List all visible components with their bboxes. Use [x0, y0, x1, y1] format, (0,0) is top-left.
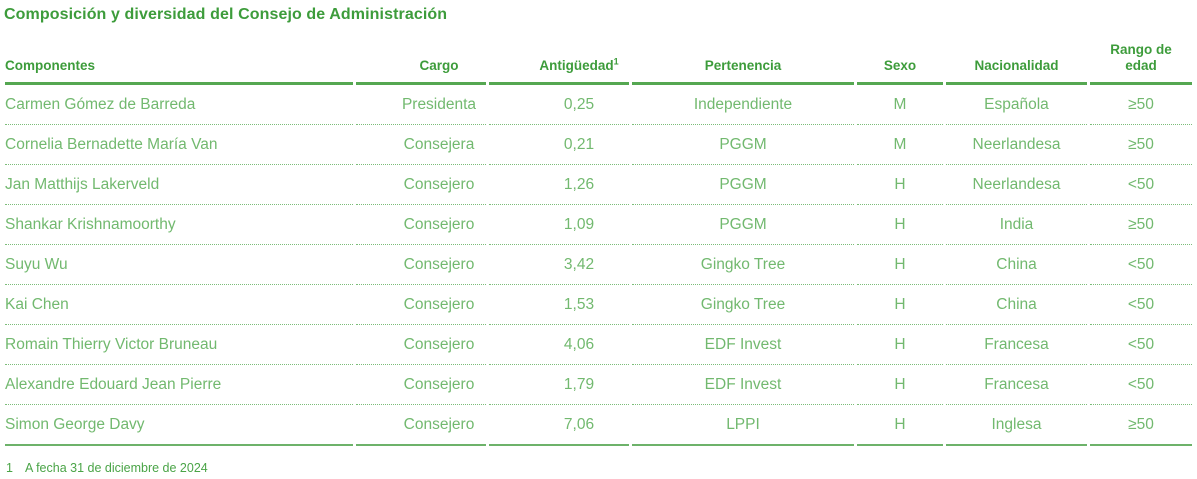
cell-cargo: Consejera	[356, 125, 486, 165]
footnote-text: A fecha 31 de diciembre de 2024	[24, 461, 208, 475]
column-header-antiguedad: Antigüedad1	[489, 36, 629, 85]
page-title: Composición y diversidad del Consejo de …	[4, 6, 448, 23]
cell-sexo: M	[857, 125, 943, 165]
column-header-rango-edad: Rango de edad	[1090, 36, 1192, 85]
cell-rango-edad: <50	[1090, 325, 1192, 365]
cell-pertenencia: EDF Invest	[632, 325, 854, 365]
cell-rango-edad: <50	[1090, 365, 1192, 405]
cell-sexo: H	[857, 325, 943, 365]
cell-rango-edad: ≥50	[1090, 205, 1192, 245]
table-row: Suyu Wu Consejero 3,42 Gingko Tree H Chi…	[5, 245, 1192, 285]
cell-pertenencia: LPPI	[632, 405, 854, 446]
cell-cargo: Consejero	[356, 325, 486, 365]
cell-pertenencia: EDF Invest	[632, 365, 854, 405]
cell-sexo: H	[857, 205, 943, 245]
cell-rango-edad: <50	[1090, 165, 1192, 205]
cell-nacionalidad: China	[946, 285, 1087, 325]
cell-componentes: Cornelia Bernadette María Van	[5, 125, 353, 165]
cell-componentes: Jan Matthijs Lakerveld	[5, 165, 353, 205]
cell-antiguedad: 0,25	[489, 85, 629, 125]
cell-nacionalidad: Neerlandesa	[946, 165, 1087, 205]
cell-antiguedad: 1,53	[489, 285, 629, 325]
cell-cargo: Consejero	[356, 245, 486, 285]
column-header-sexo: Sexo	[857, 36, 943, 85]
table-body: Carmen Gómez de Barreda Presidenta 0,25 …	[5, 85, 1192, 446]
cell-rango-edad: ≥50	[1090, 85, 1192, 125]
table-row: Jan Matthijs Lakerveld Consejero 1,26 PG…	[5, 165, 1192, 205]
cell-nacionalidad: Española	[946, 85, 1087, 125]
cell-nacionalidad: China	[946, 245, 1087, 285]
cell-cargo: Consejero	[356, 365, 486, 405]
cell-nacionalidad: Neerlandesa	[946, 125, 1087, 165]
footnote-marker: 1	[6, 461, 13, 475]
cell-cargo: Consejero	[356, 405, 486, 446]
cell-sexo: H	[857, 165, 943, 205]
cell-pertenencia: PGGM	[632, 165, 854, 205]
cell-componentes: Romain Thierry Victor Bruneau	[5, 325, 353, 365]
footnote-ref: 1	[613, 56, 619, 67]
cell-rango-edad: <50	[1090, 245, 1192, 285]
footnote: 1 A fecha 31 de diciembre de 2024	[6, 461, 1195, 475]
cell-antiguedad: 3,42	[489, 245, 629, 285]
cell-componentes: Shankar Krishnamoorthy	[5, 205, 353, 245]
board-table: Componentes Cargo Antigüedad1 Pertenenci…	[2, 36, 1195, 446]
cell-antiguedad: 1,09	[489, 205, 629, 245]
cell-pertenencia: PGGM	[632, 125, 854, 165]
column-header-componentes: Componentes	[5, 36, 353, 85]
cell-antiguedad: 0,21	[489, 125, 629, 165]
table-row: Alexandre Edouard Jean Pierre Consejero …	[5, 365, 1192, 405]
cell-nacionalidad: Francesa	[946, 325, 1087, 365]
cell-nacionalidad: India	[946, 205, 1087, 245]
cell-componentes: Kai Chen	[5, 285, 353, 325]
cell-componentes: Carmen Gómez de Barreda	[5, 85, 353, 125]
table-row: Romain Thierry Victor Bruneau Consejero …	[5, 325, 1192, 365]
table-row: Simon George Davy Consejero 7,06 LPPI H …	[5, 405, 1192, 446]
cell-sexo: H	[857, 245, 943, 285]
cell-cargo: Consejero	[356, 285, 486, 325]
table-row: Cornelia Bernadette María Van Consejera …	[5, 125, 1192, 165]
cell-sexo: M	[857, 85, 943, 125]
cell-antiguedad: 4,06	[489, 325, 629, 365]
cell-nacionalidad: Inglesa	[946, 405, 1087, 446]
cell-pertenencia: Gingko Tree	[632, 285, 854, 325]
column-header-nacionalidad: Nacionalidad	[946, 36, 1087, 85]
cell-pertenencia: Gingko Tree	[632, 245, 854, 285]
cell-antiguedad: 1,26	[489, 165, 629, 205]
cell-rango-edad: ≥50	[1090, 125, 1192, 165]
cell-rango-edad: ≥50	[1090, 405, 1192, 446]
cell-pertenencia: Independiente	[632, 85, 854, 125]
cell-cargo: Presidenta	[356, 85, 486, 125]
cell-sexo: H	[857, 365, 943, 405]
cell-sexo: H	[857, 285, 943, 325]
cell-sexo: H	[857, 405, 943, 446]
table-row: Shankar Krishnamoorthy Consejero 1,09 PG…	[5, 205, 1192, 245]
column-header-pertenencia: Pertenencia	[632, 36, 854, 85]
table-row: Kai Chen Consejero 1,53 Gingko Tree H Ch…	[5, 285, 1192, 325]
table-row: Carmen Gómez de Barreda Presidenta 0,25 …	[5, 85, 1192, 125]
cell-cargo: Consejero	[356, 165, 486, 205]
cell-rango-edad: <50	[1090, 285, 1192, 325]
column-header-cargo: Cargo	[356, 36, 486, 85]
cell-nacionalidad: Francesa	[946, 365, 1087, 405]
cell-antiguedad: 7,06	[489, 405, 629, 446]
cell-pertenencia: PGGM	[632, 205, 854, 245]
table-header-row: Componentes Cargo Antigüedad1 Pertenenci…	[5, 36, 1192, 85]
cell-antiguedad: 1,79	[489, 365, 629, 405]
cell-cargo: Consejero	[356, 205, 486, 245]
cell-componentes: Simon George Davy	[5, 405, 353, 446]
cell-componentes: Suyu Wu	[5, 245, 353, 285]
cell-componentes: Alexandre Edouard Jean Pierre	[5, 365, 353, 405]
